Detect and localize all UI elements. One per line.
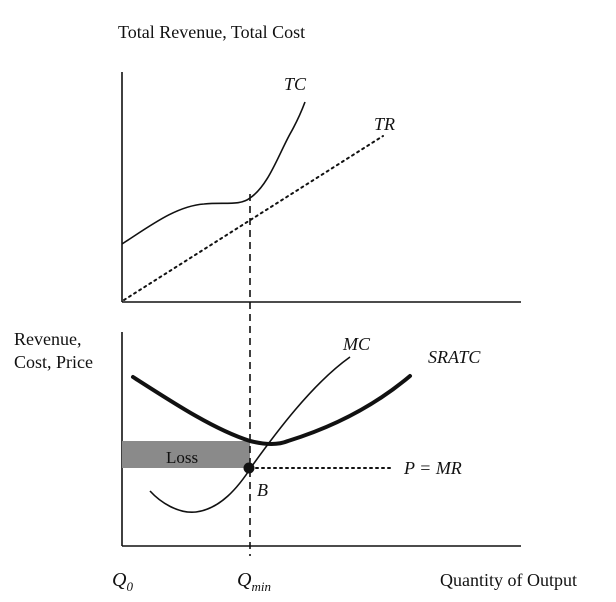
loss-label: Loss bbox=[166, 448, 198, 467]
tc-curve bbox=[121, 101, 306, 245]
qmin-main: Q bbox=[237, 569, 252, 591]
x-axis-label: Quantity of Output bbox=[440, 570, 577, 590]
loss-area bbox=[122, 441, 250, 468]
q0-sub: 0 bbox=[126, 579, 133, 594]
q0-main: Q bbox=[112, 569, 127, 591]
bottom-ylabel-line1: Revenue, bbox=[14, 329, 81, 349]
tc-label: TC bbox=[284, 74, 307, 94]
top-panel-title: Total Revenue, Total Cost bbox=[118, 22, 305, 42]
price-label: P = MR bbox=[403, 458, 462, 478]
mc-label: MC bbox=[342, 334, 371, 354]
q0-label: Q0 bbox=[112, 569, 133, 594]
qmin-sub: min bbox=[251, 579, 271, 594]
point-b-marker bbox=[243, 462, 255, 474]
sratc-curve bbox=[131, 374, 412, 446]
sratc-label: SRATC bbox=[428, 347, 481, 367]
mc-curve bbox=[149, 356, 351, 513]
bottom-ylabel-line2: Cost, Price bbox=[14, 352, 93, 372]
tr-label: TR bbox=[374, 114, 395, 134]
qmin-label: Qmin bbox=[237, 569, 271, 594]
point-b-label: B bbox=[257, 480, 268, 500]
